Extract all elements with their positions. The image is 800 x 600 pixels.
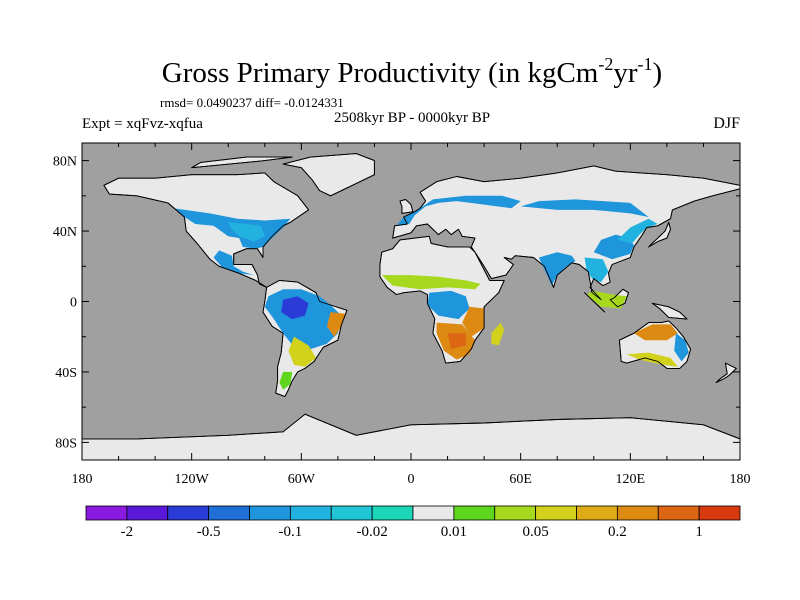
colorbar-box (289, 505, 332, 521)
colorbar-box (167, 505, 210, 521)
region-madagascar (491, 322, 505, 346)
coastline-australia (618, 320, 692, 369)
colorbar-box (412, 505, 455, 521)
region-sahel (381, 275, 481, 290)
x-tick-label: 180 (72, 472, 93, 487)
map-axes: 180 120W 60W 0 60E 120E 180 80N 40N 0 40S 80S (53, 143, 751, 487)
colorbar-box (249, 505, 291, 521)
coastline-eurasia (392, 165, 740, 301)
colorbar-box (85, 505, 128, 521)
coastline-africa (379, 235, 505, 364)
y-tick-label: 40N (53, 225, 77, 240)
region-pampas (288, 336, 316, 367)
colorbar-box (330, 505, 373, 521)
region-south-africa-core (447, 333, 466, 350)
x-tick-label: 60E (509, 472, 532, 487)
region-aus-north (634, 324, 678, 341)
colorbar-box (698, 505, 741, 521)
region-india (538, 252, 576, 286)
coastline-greenland (282, 153, 375, 197)
coastline-antarctica (82, 413, 740, 460)
season-text: DJF (713, 115, 740, 132)
colorbar-label: -0.02 (357, 524, 388, 540)
stats-text: rmsd= 0.0490237 diff= -0.0124331 (160, 95, 344, 110)
period-text: 2508kyr BP - 0000kyr BP (334, 110, 490, 126)
coastline-japan (648, 221, 671, 248)
region-patagonia (279, 371, 293, 390)
experiment-text: Expt = xqFvz-xqfua (82, 116, 203, 132)
coastline-britain (399, 198, 414, 214)
y-tick-label: 0 (70, 296, 77, 311)
x-tick-label: 120W (175, 472, 210, 487)
colorbar-box (453, 505, 496, 521)
region-east-africa (462, 306, 485, 337)
coastline-south-america (262, 279, 348, 398)
map-plot (81, 142, 741, 461)
y-tick-label: 80N (53, 155, 77, 170)
region-mexico (213, 250, 254, 276)
colorbar-label: -2 (121, 524, 134, 540)
coastline-sumatra (584, 292, 606, 313)
title-sup1: -2 (598, 54, 613, 74)
colorbar-box (208, 505, 250, 521)
title-sup2: -1 (638, 54, 653, 74)
x-tick-label: 60W (288, 472, 316, 487)
x-tick-label: 180 (730, 472, 751, 487)
coastline-new-zealand (715, 362, 737, 383)
region-brazil-east (326, 312, 346, 337)
coastline-new-guinea (651, 302, 688, 320)
colorbar-box (126, 505, 169, 521)
region-na-mid (228, 222, 265, 242)
colorbar-box (494, 505, 537, 521)
x-tick-label: 0 (408, 472, 415, 487)
region-europe (396, 195, 521, 226)
colorbar-label: 0.05 (523, 524, 549, 540)
colorbar-box (616, 505, 659, 521)
chart-title: Gross Primary Productivity (in kgCm-2yr-… (162, 54, 662, 89)
region-se-asia (584, 257, 609, 283)
colorbar-label: 1 (695, 524, 703, 540)
coastline-north-america (103, 172, 310, 288)
region-siberia (520, 199, 649, 217)
colorbar-box (535, 505, 577, 521)
x-tick-label: 120E (616, 472, 646, 487)
y-tick-label: 80S (55, 436, 77, 451)
colorbar-box (657, 505, 700, 521)
title-main: Gross Primary Productivity (in kgCm (162, 57, 599, 89)
region-east-asia-2 (617, 218, 658, 244)
region-amazon-core (281, 296, 309, 320)
y-tick-label: 40S (55, 366, 77, 381)
title-mid: yr (613, 57, 638, 89)
colorbar: -2 -0.5 -0.1 -0.02 0.01 0.05 0.2 1 (85, 505, 741, 540)
colorbar-label: 0.01 (441, 524, 467, 540)
colorbar-label: -0.1 (279, 524, 303, 540)
title-end: ) (653, 57, 663, 89)
colorbar-label: -0.5 (197, 524, 221, 540)
colorbar-box (371, 505, 414, 521)
region-central-africa (427, 290, 470, 320)
coastline-borneo (609, 288, 629, 308)
colorbar-label: 0.2 (608, 524, 627, 540)
coastline-arctic-islands (191, 156, 293, 169)
colorbar-box (576, 505, 618, 521)
